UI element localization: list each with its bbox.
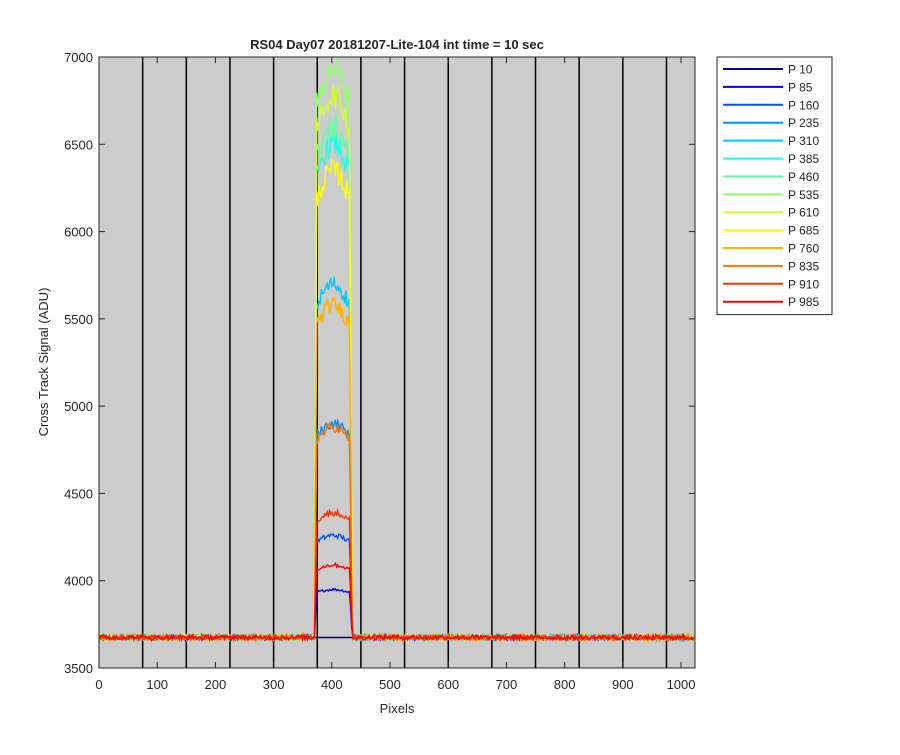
x-tick-label: 800 (554, 677, 576, 692)
legend-label: P 985 (788, 295, 819, 309)
legend-label: P 460 (788, 170, 819, 184)
legend-label: P 910 (788, 277, 819, 291)
y-axis-label: Cross Track Signal (ADU) (36, 288, 51, 437)
legend-box (716, 56, 833, 316)
legend-label: P 685 (788, 224, 819, 238)
x-tick-label: 500 (379, 677, 401, 692)
plot-area (99, 57, 695, 668)
x-tick-label: 200 (205, 677, 227, 692)
x-tick-label: 300 (263, 677, 285, 692)
chart-title: RS04 Day07 20181207-Lite-104 int time = … (250, 37, 544, 52)
legend-item: P 385 (723, 152, 819, 166)
y-tick-label: 6500 (64, 137, 93, 152)
legend: P 10 P 85 P 160 P 235 P 310 P 385 P 460 P 535 P … (716, 56, 833, 316)
x-axis: 0 100 200 300 400 500 600 700 800 900 1000 (95, 57, 695, 692)
vertical-lines (141, 57, 668, 668)
legend-label: P 835 (788, 259, 819, 273)
legend-label: P 85 (788, 80, 813, 94)
x-axis-label: Pixels (380, 701, 415, 716)
x-tick-label: 1000 (667, 677, 696, 692)
legend-item: P 235 (723, 116, 819, 130)
x-tick-label: 900 (612, 677, 634, 692)
x-tick-label: 700 (496, 677, 518, 692)
legend-item: P 760 (723, 242, 819, 256)
legend-item: P 685 (723, 224, 819, 238)
legend-item: P 835 (723, 259, 819, 273)
x-tick-label: 400 (321, 677, 343, 692)
legend-label: P 760 (788, 242, 819, 256)
legend-item: P 610 (723, 206, 819, 220)
y-axis: 3500 4000 4500 5000 5500 6000 6500 7000 (64, 50, 695, 676)
legend-item: P 985 (723, 295, 819, 309)
y-tick-label: 4000 (64, 574, 93, 589)
legend-item: P 310 (723, 134, 819, 148)
y-tick-label: 4500 (64, 486, 93, 501)
legend-label: P 610 (788, 206, 819, 220)
legend-item: P 910 (723, 277, 819, 291)
y-tick-label: 6000 (64, 225, 93, 240)
legend-item: P 160 (723, 98, 819, 112)
legend-label: P 235 (788, 116, 819, 130)
legend-label: P 310 (788, 134, 819, 148)
y-tick-label: 5500 (64, 312, 93, 327)
x-tick-label: 100 (146, 677, 168, 692)
x-tick-label: 0 (95, 677, 102, 692)
legend-label: P 160 (788, 98, 819, 112)
legend-item: P 10 (723, 63, 813, 77)
y-tick-label: 5000 (64, 399, 93, 414)
y-tick-label: 7000 (64, 50, 93, 65)
legend-item: P 535 (723, 188, 819, 202)
legend-item: P 85 (723, 80, 813, 94)
series-line (98, 561, 695, 643)
legend-label: P 535 (788, 188, 819, 202)
y-tick-label: 3500 (64, 661, 93, 676)
plot-frame (98, 56, 696, 669)
legend-label: P 10 (788, 63, 813, 77)
x-tick-label: 600 (437, 677, 459, 692)
legend-item: P 460 (723, 170, 819, 184)
series-lines (98, 58, 695, 643)
legend-label: P 385 (788, 152, 819, 166)
